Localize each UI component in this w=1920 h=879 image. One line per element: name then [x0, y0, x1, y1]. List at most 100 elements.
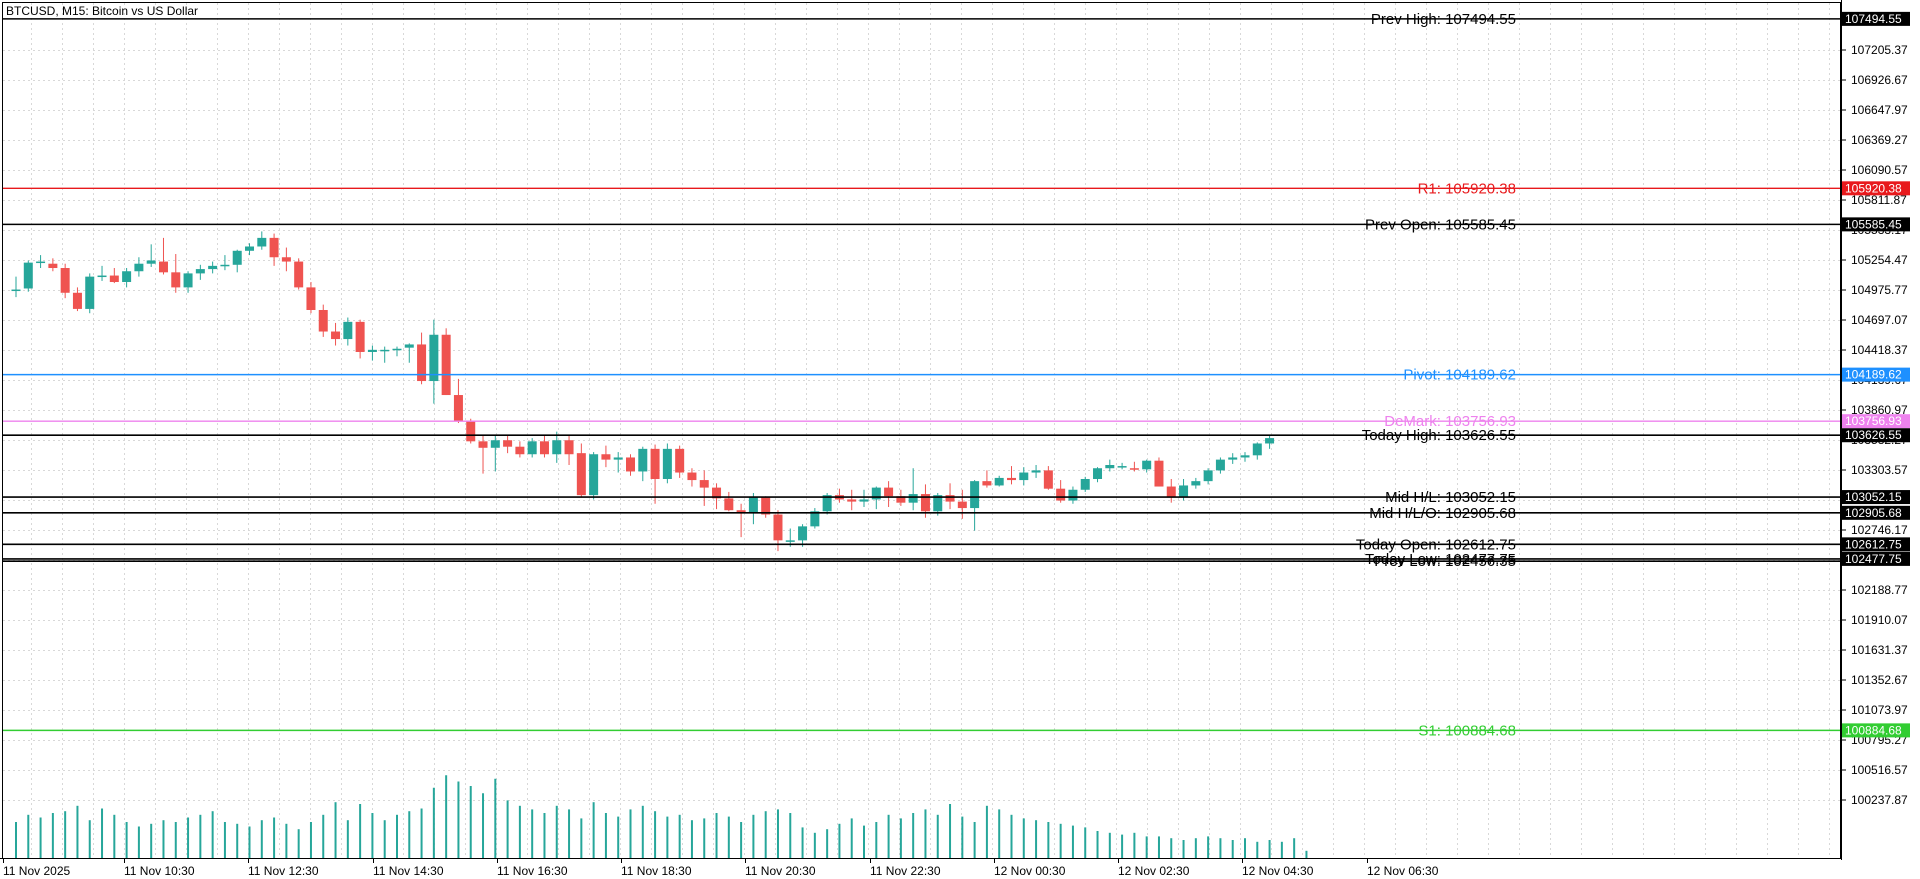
- time-tick-label: 11 Nov 16:30: [497, 864, 568, 878]
- price-tick-label: 106926.67: [1851, 73, 1908, 87]
- candle-bullish: [220, 264, 230, 267]
- candle-bearish: [109, 275, 119, 283]
- candle-bullish: [11, 289, 21, 292]
- candle-bullish: [859, 499, 869, 502]
- price-tick-label: 101910.07: [1851, 613, 1908, 627]
- candle-bearish: [331, 331, 341, 340]
- price-tag-bg: [1842, 11, 1910, 26]
- time-tick-label: 11 Nov 12:30: [248, 864, 319, 878]
- candle-bearish: [699, 480, 709, 488]
- candle-bullish: [871, 487, 881, 500]
- level-label: Today Low: 102477.75: [1365, 551, 1516, 568]
- level-labels: Target High: 107851.15Prev High: 107494.…: [1356, 11, 1516, 740]
- level-label: R1: 105920.38: [1418, 180, 1516, 197]
- candle-bearish: [281, 257, 291, 262]
- price-tick-label: 103303.57: [1851, 463, 1908, 477]
- candle-bullish: [195, 269, 205, 274]
- price-tag-bg: [1842, 181, 1910, 196]
- candle-bearish: [896, 496, 906, 503]
- candle-bearish: [576, 453, 586, 496]
- candle-bullish: [392, 348, 402, 351]
- candle-bearish: [626, 457, 635, 472]
- chart-title: BTCUSD, M15: Bitcoin vs US Dollar: [6, 4, 198, 18]
- candle-bullish: [785, 540, 795, 542]
- candle-bullish: [552, 440, 562, 455]
- price-tick-label: 102188.77: [1851, 583, 1908, 597]
- candle-bearish: [712, 487, 722, 499]
- candle-bullish: [208, 265, 218, 270]
- candle-bearish: [650, 448, 660, 479]
- level-label: Mid H/L/O: 102905.68: [1369, 505, 1516, 522]
- candle-bullish: [380, 349, 390, 352]
- price-tag: 103052.15: [1845, 490, 1902, 504]
- price-tag: 104189.62: [1845, 368, 1902, 382]
- time-tick-label: 12 Nov 00:30: [994, 864, 1066, 878]
- candle-bullish: [1117, 466, 1127, 468]
- candle-bearish: [601, 454, 611, 460]
- price-tick-label: 104975.77: [1851, 283, 1908, 297]
- candle-bullish: [85, 276, 95, 309]
- candle-bullish: [798, 526, 808, 541]
- price-tag: 102477.75: [1845, 552, 1902, 566]
- candle-bearish: [957, 501, 967, 509]
- candle-bullish: [1142, 460, 1152, 470]
- candle-bullish: [134, 263, 144, 272]
- candle-bullish: [1080, 478, 1090, 490]
- candle-bearish: [417, 344, 427, 382]
- level-label: S1: 100884.68: [1418, 722, 1516, 739]
- candle-bullish: [97, 275, 107, 278]
- candle-bearish: [466, 420, 476, 442]
- candle-bullish: [589, 454, 599, 496]
- candle-bullish: [1068, 489, 1078, 501]
- time-axis[interactable]: 11 Nov 2025 11 Nov 10:30 11 Nov 12:30 11 No…: [0, 858, 1842, 878]
- candle-bearish: [269, 237, 279, 258]
- candle-bullish: [748, 497, 758, 513]
- candle-bullish: [429, 334, 439, 382]
- price-tick-label: 104418.37: [1851, 343, 1908, 357]
- candle-bearish: [945, 495, 955, 502]
- price-tick-label: 103860.97: [1851, 403, 1908, 417]
- price-tag: 102612.75: [1845, 537, 1902, 551]
- candle-bearish: [982, 481, 992, 486]
- price-tag: 105585.45: [1845, 217, 1902, 231]
- candle-bullish: [122, 271, 132, 283]
- time-tick-label: 11 Nov 20:30: [745, 864, 816, 878]
- candle-bullish: [404, 344, 414, 348]
- candle-bearish: [1006, 477, 1016, 481]
- candle-bullish: [1019, 472, 1029, 481]
- price-tick-label: 106090.57: [1851, 163, 1908, 177]
- time-tick-label: 11 Nov 22:30: [870, 864, 941, 878]
- price-tick-label: 101352.67: [1851, 673, 1908, 687]
- time-tick-label: 12 Nov 06:30: [1367, 864, 1439, 878]
- candle-bearish: [503, 440, 513, 447]
- candle-bearish: [318, 309, 328, 332]
- price-tick-label: 107205.37: [1851, 43, 1908, 57]
- candle-bearish: [761, 497, 771, 515]
- candle-bearish: [1154, 460, 1164, 487]
- candle-bullish: [908, 494, 918, 503]
- candle-bearish: [564, 440, 574, 455]
- candle-bullish: [36, 261, 46, 264]
- time-tick-label: 11 Nov 18:30: [621, 864, 692, 878]
- level-label: Today Open: 102612.75: [1356, 536, 1516, 553]
- candle-bullish: [343, 321, 353, 340]
- candle-bearish: [306, 287, 316, 310]
- candle-bearish: [158, 261, 168, 273]
- candle-bearish: [773, 514, 783, 541]
- candle-bearish: [478, 441, 488, 448]
- candle-bearish: [453, 395, 463, 421]
- level-label: Mid H/L: 103052.15: [1385, 489, 1516, 506]
- candle-bullish: [1105, 465, 1115, 469]
- candle-bullish: [1240, 455, 1250, 458]
- level-label: Prev High: 107494.55: [1371, 11, 1516, 28]
- candle-bullish: [1215, 459, 1225, 471]
- candle-bullish: [23, 262, 33, 289]
- price-tag-bg: [1842, 551, 1910, 566]
- candle-bullish: [527, 441, 537, 455]
- candle-bullish: [146, 260, 156, 264]
- price-tag-bg: [1842, 367, 1910, 382]
- price-tick-label: 105811.87: [1851, 193, 1907, 207]
- candle-bearish: [171, 272, 181, 288]
- price-tick-label: 104697.07: [1851, 313, 1908, 327]
